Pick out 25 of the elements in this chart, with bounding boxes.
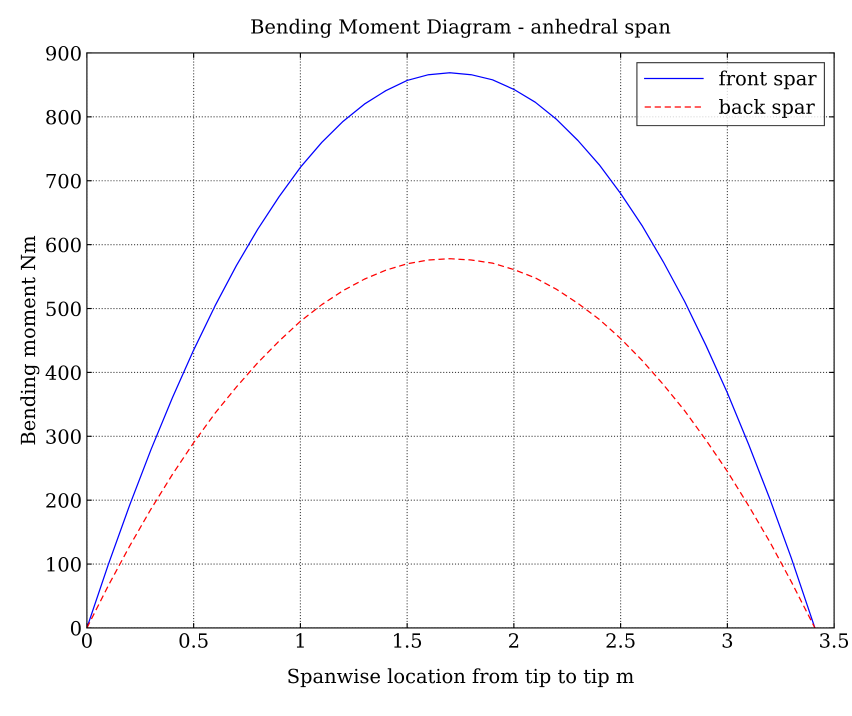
y-tick-label: 500	[46, 301, 81, 316]
y-tick-label: 900	[46, 46, 81, 61]
x-tick-label: 1.5	[394, 633, 422, 648]
chart-title: Bending Moment Diagram - anhedral span	[251, 18, 670, 38]
y-tick-label: 800	[46, 110, 81, 125]
x-tick-label: 0	[82, 633, 92, 648]
x-axis-title: Spanwise location from tip to tip m	[288, 668, 634, 688]
y-tick-label: 0	[70, 620, 81, 636]
line-series	[86, 72, 816, 628]
y-tick-label: 100	[47, 557, 81, 572]
y-tick-label: 600	[46, 238, 81, 252]
x-tick-label: 2	[509, 633, 518, 648]
y-tick-label: 700	[46, 174, 81, 188]
y-axis-title: Bending moment Nm	[20, 236, 40, 444]
x-tick-label: 1	[296, 633, 304, 648]
y-tick-label: 400	[46, 365, 81, 380]
x-tick-label: 3.5	[820, 633, 848, 648]
x-tick-label: 3	[722, 633, 732, 648]
x-tick-label: 0.5	[179, 633, 208, 648]
legend-label: front spar	[719, 70, 817, 90]
line-series	[86, 258, 816, 628]
x-tick-label: 2.5	[606, 633, 635, 648]
y-tick-label: 200	[46, 493, 81, 508]
legend-label: back spar	[719, 99, 815, 118]
y-tick-label: 300	[46, 429, 81, 444]
